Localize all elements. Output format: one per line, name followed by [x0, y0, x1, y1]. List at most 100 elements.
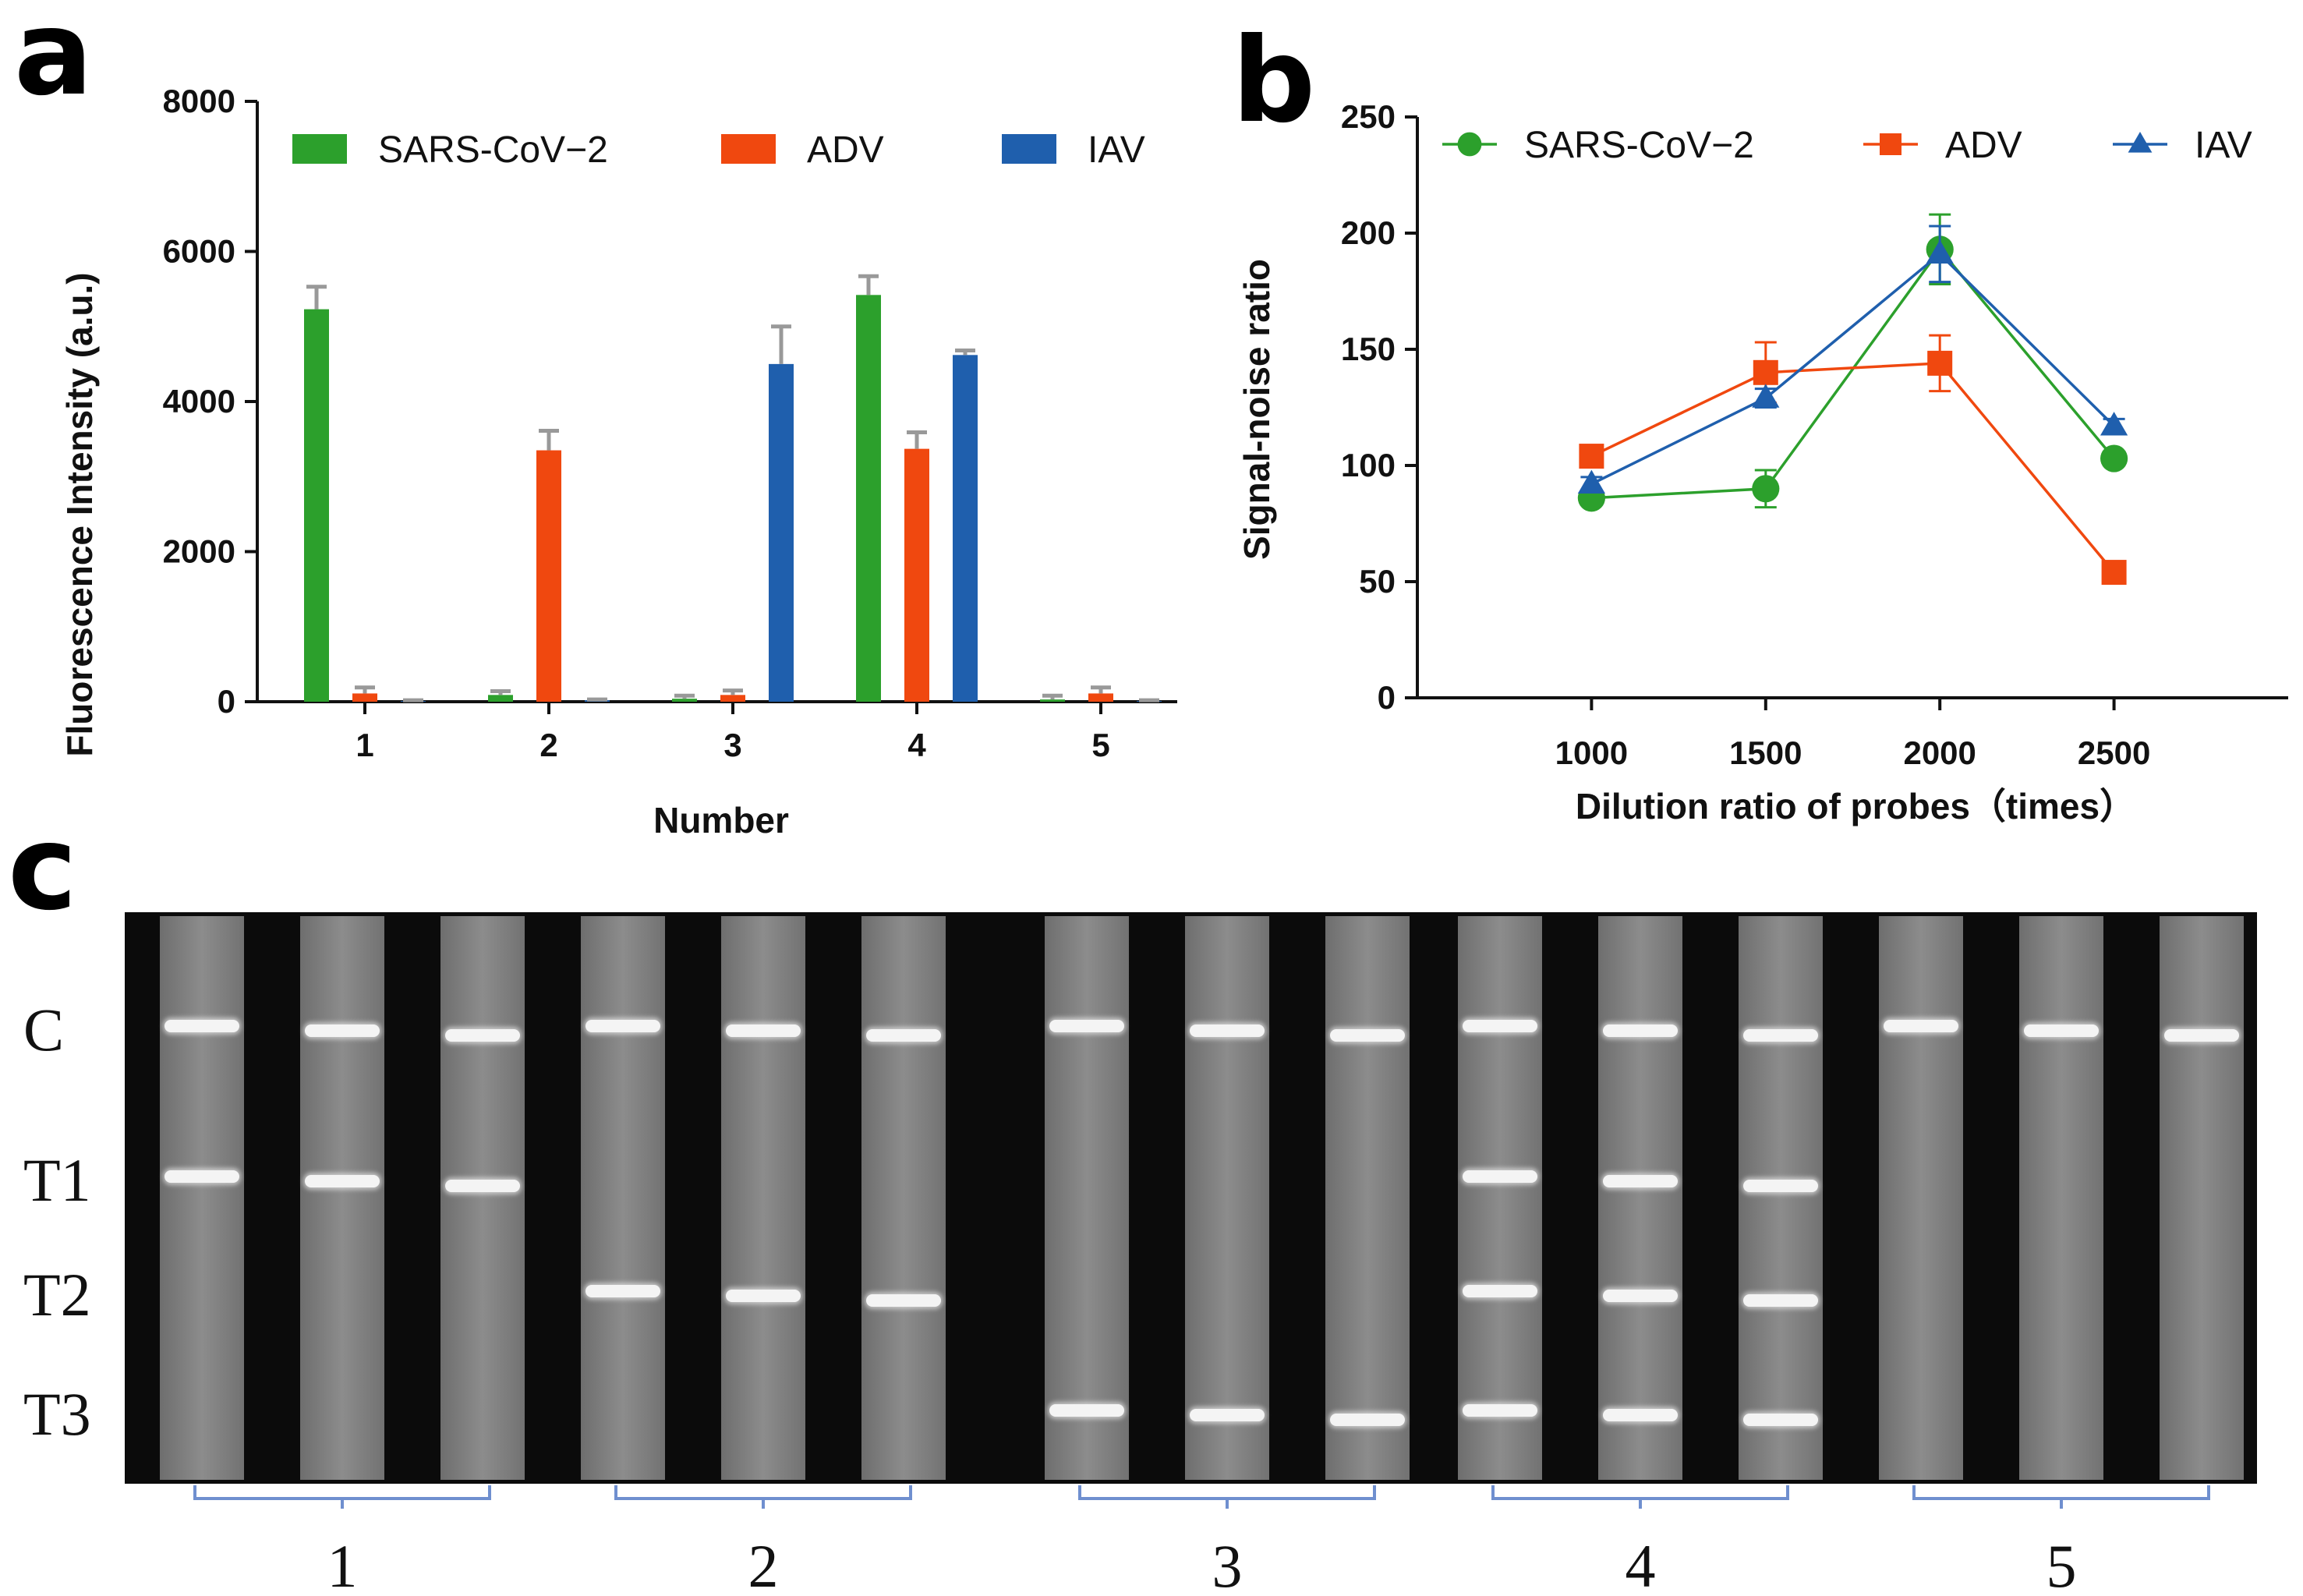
- test-strip: [1325, 916, 1410, 1480]
- legend-marker: [1457, 132, 1482, 157]
- point-adv-2500: [2101, 560, 2127, 586]
- point-iav-1000: [1577, 469, 1605, 494]
- bar-iav-3: [769, 363, 794, 702]
- legend-label: IAV: [2195, 125, 2252, 166]
- band-c: [1463, 1020, 1537, 1032]
- bar-adv-2: [536, 450, 561, 702]
- group-bracket: [1078, 1485, 1376, 1509]
- band-c: [1743, 1029, 1818, 1042]
- group-bracket: [614, 1485, 912, 1509]
- bar-sars-cov-2-4: [856, 295, 881, 702]
- x-tick-label: 1: [356, 727, 373, 763]
- group-label-3: 3: [1212, 1532, 1243, 1596]
- bar-sars-cov-2-2: [488, 695, 513, 702]
- panel-letter-c: c: [8, 801, 77, 936]
- y-tick-label: 0: [218, 683, 235, 720]
- band-t1: [1463, 1170, 1537, 1183]
- band-t1: [305, 1175, 380, 1187]
- band-c: [1330, 1029, 1405, 1042]
- legend-label: SARS-CoV−2: [1524, 125, 1754, 166]
- legend-label: SARS-CoV−2: [378, 129, 608, 171]
- band-t2: [1603, 1290, 1678, 1302]
- legend-swatch: [721, 134, 776, 164]
- legend-swatch: [1002, 134, 1056, 164]
- point-adv-1000: [1579, 444, 1604, 469]
- group-label-1: 1: [327, 1532, 358, 1596]
- test-strip: [2019, 916, 2103, 1480]
- band-c: [164, 1020, 239, 1032]
- row-label-c: C: [23, 996, 64, 1063]
- legend-swatch: [292, 134, 347, 164]
- band-t3: [1463, 1404, 1537, 1417]
- band-t3: [1190, 1409, 1265, 1421]
- band-c: [866, 1029, 941, 1042]
- point-sars-cov-2-1500: [1752, 475, 1780, 503]
- panel-letter-a: a: [14, 0, 93, 122]
- x-tick-label: 2500: [2078, 734, 2150, 771]
- y-tick-label: 250: [1341, 98, 1396, 135]
- x-tick-label: 2: [539, 727, 557, 763]
- legend-label: IAV: [1088, 129, 1145, 171]
- test-strip: [861, 916, 946, 1480]
- test-strip: [1185, 916, 1269, 1480]
- bar-chart-panel-a: Fluorescence Intensity (a.u.) Number 0 20…: [59, 83, 1177, 840]
- band-t2: [1463, 1285, 1537, 1297]
- legend-label: ADV: [807, 129, 884, 171]
- band-t2: [866, 1294, 941, 1307]
- test-strip: [1458, 916, 1542, 1480]
- point-iav-2500: [2100, 412, 2128, 436]
- test-strip-image-panel-c: C T1 T2 T3 1 2 3 4 5: [23, 912, 2257, 1596]
- x-tick-label: 5: [1091, 727, 1109, 763]
- test-strip: [2160, 916, 2244, 1480]
- test-strip: [160, 916, 244, 1480]
- y-tick-label: 8000: [163, 83, 235, 119]
- bar-sars-cov-2-1: [304, 309, 329, 702]
- y-tick-label: 50: [1359, 563, 1396, 600]
- legend-label: ADV: [1945, 125, 2022, 166]
- band-c: [2024, 1024, 2099, 1037]
- band-c: [585, 1020, 660, 1032]
- row-label-t1: T1: [23, 1146, 91, 1214]
- x-axis-title: Number: [653, 800, 789, 840]
- group-label-5: 5: [2047, 1532, 2077, 1596]
- series-line-sars-cov-2: [1591, 247, 2115, 500]
- row-label-t3: T3: [23, 1380, 91, 1448]
- test-strip: [440, 916, 525, 1480]
- band-t3: [1743, 1414, 1818, 1426]
- test-strip: [1739, 916, 1823, 1480]
- bar-sars-cov-2-5: [1040, 699, 1065, 702]
- band-t2: [726, 1290, 801, 1302]
- y-tick-label: 6000: [163, 233, 235, 270]
- bar-adv-5: [1088, 693, 1113, 702]
- line-chart-panel-b: Signal-noise ratio Dilution ratio of pro…: [1236, 98, 2288, 826]
- bar-adv-4: [904, 448, 929, 702]
- group-bracket: [1912, 1485, 2210, 1509]
- x-tick-label: 1000: [1555, 734, 1628, 771]
- x-axis-title: Dilution ratio of probes（times）: [1576, 786, 2135, 826]
- y-tick-label: 200: [1341, 214, 1396, 251]
- band-t1: [1743, 1180, 1818, 1192]
- band-c: [1884, 1020, 1958, 1032]
- y-tick-label: 2000: [163, 533, 235, 570]
- band-t1: [1603, 1175, 1678, 1187]
- series-line-adv: [1590, 362, 2115, 574]
- y-axis-title: Signal-noise ratio: [1236, 259, 1277, 560]
- point-iav-1500: [1752, 384, 1780, 408]
- test-strip: [581, 916, 665, 1480]
- y-tick-label: 0: [1378, 679, 1396, 716]
- bar-iav-4: [953, 355, 978, 702]
- x-tick-label: 3: [723, 727, 741, 763]
- y-tick-label: 4000: [163, 383, 235, 419]
- band-t3: [1330, 1414, 1405, 1426]
- band-t2: [1743, 1294, 1818, 1307]
- point-adv-1500: [1753, 359, 1778, 385]
- point-iav-2000: [1926, 239, 1954, 264]
- group-label-2: 2: [748, 1532, 779, 1596]
- test-strip: [1045, 916, 1129, 1480]
- point-adv-2000: [1927, 350, 1953, 376]
- test-strip: [1598, 916, 1682, 1480]
- x-tick-label: 4: [907, 727, 926, 763]
- bar-adv-1: [352, 693, 377, 702]
- band-t3: [1049, 1404, 1124, 1417]
